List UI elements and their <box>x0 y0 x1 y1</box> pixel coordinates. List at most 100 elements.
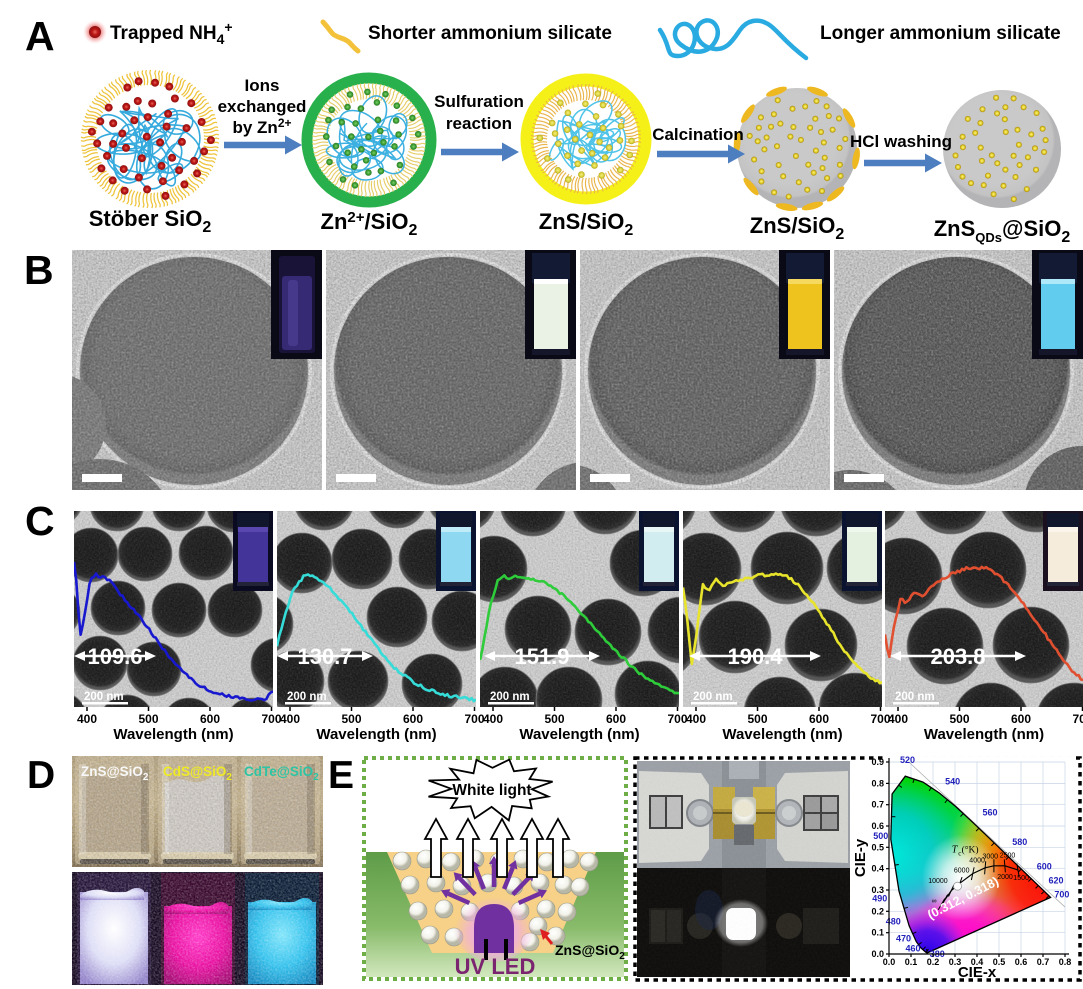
svg-text:620: 620 <box>1049 876 1064 886</box>
svg-text:reaction: reaction <box>446 114 512 133</box>
svg-text:200 nm: 200 nm <box>84 691 124 703</box>
svg-text:0.4: 0.4 <box>971 957 984 967</box>
svg-text:0.8: 0.8 <box>871 778 884 788</box>
svg-text:0.7: 0.7 <box>1037 957 1050 967</box>
svg-text:Ions: Ions <box>245 76 280 95</box>
svg-text:exchanged: exchanged <box>218 97 307 116</box>
svg-text:0.3: 0.3 <box>949 957 962 967</box>
svg-text:0.7: 0.7 <box>871 800 884 810</box>
svg-text:ZnS/SiO2: ZnS/SiO2 <box>750 213 845 243</box>
svg-text:0.6: 0.6 <box>871 821 884 831</box>
svg-text:6000: 6000 <box>954 868 970 875</box>
svg-text:700: 700 <box>1054 890 1069 900</box>
svg-text:600: 600 <box>606 712 626 726</box>
svg-text:10000: 10000 <box>928 878 948 885</box>
svg-text:109.6: 109.6 <box>87 644 142 669</box>
svg-text:Shorter ammonium silicate: Shorter ammonium silicate <box>368 23 612 44</box>
svg-text:4000: 4000 <box>969 857 985 864</box>
svg-text:3000: 3000 <box>983 854 999 861</box>
svg-text:600: 600 <box>1037 862 1052 872</box>
svg-text:Calcination: Calcination <box>652 125 744 144</box>
svg-text:0.4: 0.4 <box>871 864 884 874</box>
svg-text:560: 560 <box>983 807 998 817</box>
svg-text:600: 600 <box>1011 712 1031 726</box>
svg-text:0.1: 0.1 <box>905 957 918 967</box>
svg-text:500: 500 <box>949 712 969 726</box>
svg-text:130.7: 130.7 <box>297 644 352 669</box>
svg-text:400: 400 <box>280 712 300 726</box>
svg-text:Stöber SiO2: Stöber SiO2 <box>89 206 212 236</box>
svg-text:0.2: 0.2 <box>927 957 940 967</box>
svg-text:HCl washing: HCl washing <box>850 132 952 151</box>
svg-text:0.6: 0.6 <box>1015 957 1028 967</box>
svg-text:CIE-x: CIE-x <box>958 964 997 981</box>
svg-text:T: T <box>952 845 959 856</box>
svg-text:700: 700 <box>870 712 890 726</box>
svg-text:200 nm: 200 nm <box>287 691 327 703</box>
svg-text:0.8: 0.8 <box>1059 957 1072 967</box>
svg-text:700: 700 <box>261 712 281 726</box>
svg-text:700: 700 <box>464 712 484 726</box>
svg-text:1500: 1500 <box>1013 875 1029 882</box>
svg-text:ZnS@SiO2: ZnS@SiO2 <box>81 764 149 783</box>
svg-text:Sulfuration: Sulfuration <box>434 92 524 111</box>
svg-text:600: 600 <box>403 712 423 726</box>
svg-text:500: 500 <box>873 831 888 841</box>
svg-text:Wavelength (nm): Wavelength (nm) <box>113 726 233 743</box>
svg-text:490: 490 <box>872 893 887 903</box>
svg-text:0.9: 0.9 <box>871 757 884 767</box>
svg-text:0.5: 0.5 <box>871 842 884 852</box>
svg-text:Wavelength (nm): Wavelength (nm) <box>722 726 842 743</box>
svg-text:0.5: 0.5 <box>993 957 1006 967</box>
svg-text:CdS@SiO2: CdS@SiO2 <box>163 764 232 783</box>
svg-text:400: 400 <box>888 712 908 726</box>
svg-text:400: 400 <box>77 712 97 726</box>
svg-text:480: 480 <box>886 917 901 927</box>
svg-text:400: 400 <box>686 712 706 726</box>
svg-text:Trapped NH4+: Trapped NH4+ <box>110 19 233 47</box>
svg-text:700: 700 <box>1072 712 1083 726</box>
svg-text:500: 500 <box>544 712 564 726</box>
svg-text:c: c <box>958 850 961 858</box>
svg-text:470: 470 <box>896 934 911 944</box>
svg-text:Wavelength (nm): Wavelength (nm) <box>924 726 1044 743</box>
svg-text:460: 460 <box>906 943 921 953</box>
svg-text:580: 580 <box>1012 837 1027 847</box>
svg-text:200 nm: 200 nm <box>490 691 530 703</box>
svg-text:ZnS/SiO2: ZnS/SiO2 <box>539 209 634 239</box>
svg-text:151.9: 151.9 <box>514 644 569 669</box>
svg-text:CIE-y: CIE-y <box>852 838 869 877</box>
svg-text:200 nm: 200 nm <box>895 691 935 703</box>
svg-text:Zn2+/SiO2: Zn2+/SiO2 <box>321 209 418 239</box>
svg-text:190.4: 190.4 <box>727 644 783 669</box>
svg-text:0.2: 0.2 <box>871 906 884 916</box>
svg-text:500: 500 <box>138 712 158 726</box>
svg-text:Longer ammonium silicate: Longer ammonium silicate <box>820 23 1061 44</box>
svg-text:500: 500 <box>747 712 767 726</box>
svg-text:400: 400 <box>483 712 503 726</box>
svg-text:0.0: 0.0 <box>871 949 884 959</box>
svg-text:520: 520 <box>900 756 915 765</box>
svg-text:CdTe@SiO2: CdTe@SiO2 <box>244 764 319 783</box>
svg-text:600: 600 <box>200 712 220 726</box>
svg-text:700: 700 <box>667 712 687 726</box>
svg-text:0.1: 0.1 <box>871 928 884 938</box>
svg-text:UV LED: UV LED <box>455 954 536 979</box>
svg-text:200 nm: 200 nm <box>693 691 733 703</box>
svg-text:0.0: 0.0 <box>883 957 896 967</box>
svg-text:ZnS@SiO2: ZnS@SiO2 <box>555 942 625 962</box>
svg-text:2500: 2500 <box>1000 853 1016 860</box>
svg-text:Wavelength (nm): Wavelength (nm) <box>519 726 639 743</box>
svg-text:0.3: 0.3 <box>871 885 884 895</box>
svg-text:Wavelength (nm): Wavelength (nm) <box>316 726 436 743</box>
svg-text:2000: 2000 <box>997 874 1013 881</box>
svg-text:White light: White light <box>452 782 531 799</box>
svg-text:500: 500 <box>341 712 361 726</box>
svg-text:by Zn2+: by Zn2+ <box>232 116 291 137</box>
svg-text:∞: ∞ <box>932 898 937 905</box>
svg-text:203.8: 203.8 <box>930 644 985 669</box>
svg-text:540: 540 <box>945 776 960 786</box>
svg-text:600: 600 <box>809 712 829 726</box>
svg-text:ZnSQDs@SiO2: ZnSQDs@SiO2 <box>934 216 1071 246</box>
svg-text:(°K): (°K) <box>962 845 979 856</box>
